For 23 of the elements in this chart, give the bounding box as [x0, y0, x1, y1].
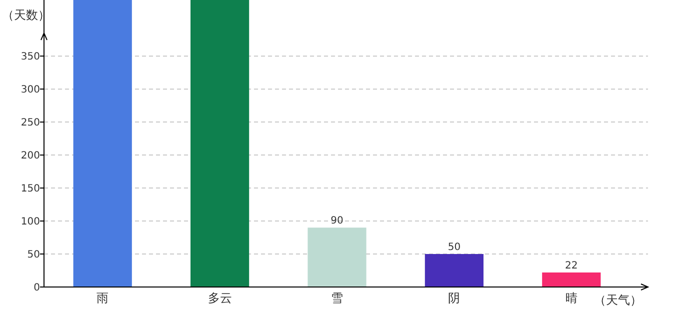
bar — [73, 0, 132, 287]
x-tick-label: 雪 — [331, 291, 343, 305]
y-tick-label: 350 — [20, 52, 40, 63]
data-label: 90 — [330, 216, 344, 227]
bar — [190, 0, 250, 287]
data-label: 50 — [448, 242, 461, 254]
y-tick-label: 150 — [20, 184, 40, 195]
bar — [308, 228, 366, 287]
x-axis-title: （天气） — [594, 293, 642, 307]
x-tick-label: 多云 — [208, 291, 232, 305]
x-tick-label: 阴 — [448, 291, 460, 305]
bar — [542, 272, 601, 287]
y-tick-label: 250 — [20, 118, 40, 129]
data-label: 22 — [565, 260, 578, 272]
y-tick-label: 0 — [34, 282, 40, 294]
x-tick-label: 雨 — [96, 291, 109, 305]
y-tick-label: 200 — [20, 150, 40, 162]
x-tick-label: 晴 — [565, 291, 578, 305]
y-axis-title: （天数） — [2, 8, 50, 22]
y-tick-label: 50 — [27, 250, 40, 261]
bar — [424, 254, 484, 287]
y-tick-label: 100 — [20, 216, 40, 228]
y-tick-label: 300 — [20, 84, 40, 96]
